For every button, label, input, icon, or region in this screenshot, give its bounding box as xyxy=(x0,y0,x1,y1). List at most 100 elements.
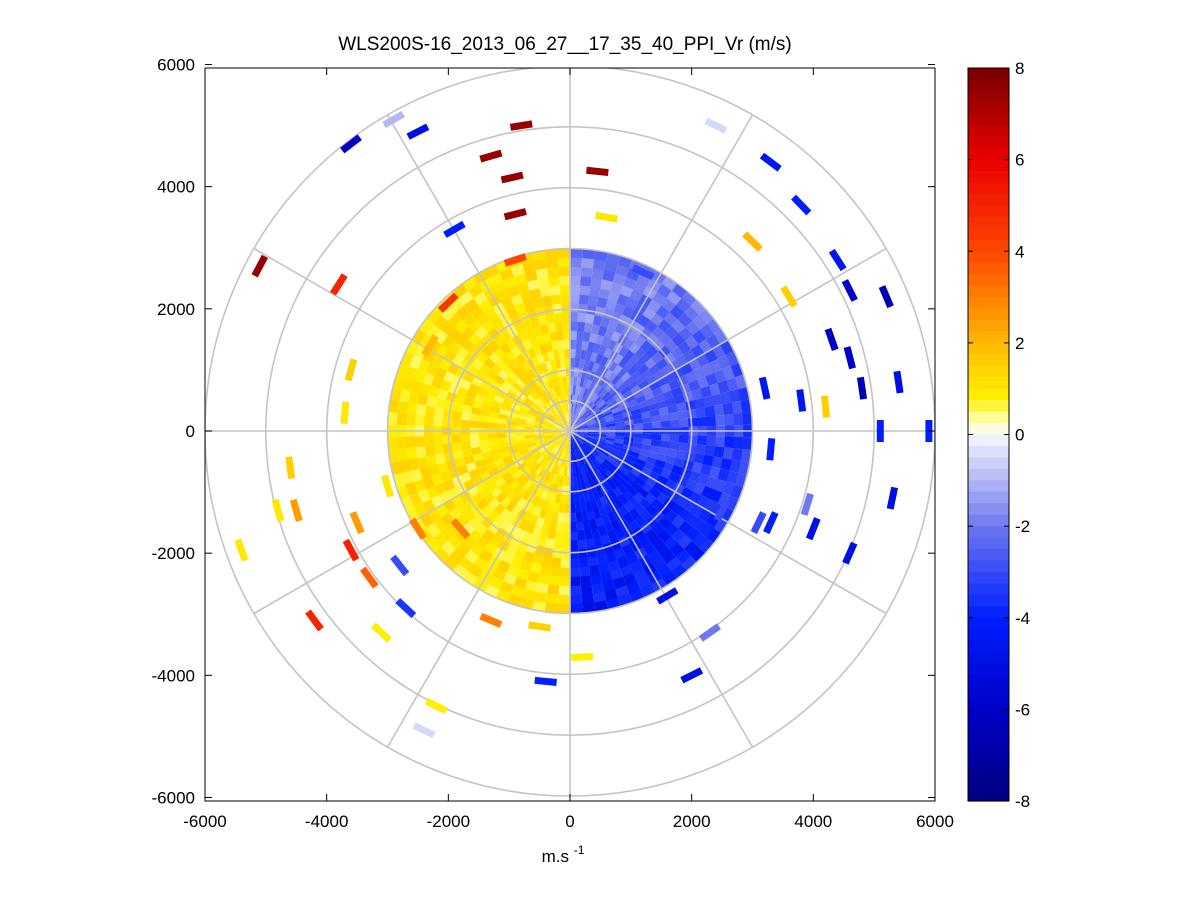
heatmap-cell xyxy=(528,391,539,401)
colorbar-swatch xyxy=(968,457,1009,470)
heatmap-cell xyxy=(518,374,529,386)
heatmap-cell xyxy=(557,385,563,396)
heatmap-cell xyxy=(708,466,722,480)
heatmap-cell xyxy=(532,376,541,387)
colorbar-swatch xyxy=(968,686,1009,699)
heatmap-cell xyxy=(581,339,590,351)
heatmap-cell xyxy=(434,453,446,465)
heatmap-cell xyxy=(587,294,599,306)
heatmap-cell xyxy=(514,394,525,404)
heatmap-cell xyxy=(587,509,596,521)
heatmap-cell xyxy=(590,406,600,415)
heatmap-cell xyxy=(685,335,700,350)
heatmap-cell xyxy=(432,532,448,548)
heatmap-cell xyxy=(555,436,564,444)
heatmap-cell xyxy=(603,442,615,449)
heatmap-cell xyxy=(573,375,578,386)
heatmap-cell xyxy=(627,471,639,483)
heatmap-cell xyxy=(497,413,508,420)
heatmap-cell xyxy=(528,447,539,455)
heatmap-cell xyxy=(487,467,499,477)
colorbar-swatch xyxy=(968,468,1009,481)
heatmap-cell xyxy=(556,447,563,457)
heatmap-cell xyxy=(540,393,549,403)
heatmap-cell xyxy=(455,542,471,558)
heatmap-cell xyxy=(473,556,488,571)
heatmap-cell xyxy=(473,291,488,306)
heatmap-cell xyxy=(570,503,576,514)
sparse-return xyxy=(412,722,436,739)
heatmap-cell xyxy=(570,512,577,523)
heatmap-cell xyxy=(440,335,455,350)
heatmap-cell xyxy=(505,419,517,426)
heatmap-cell xyxy=(602,472,612,484)
heatmap-cell xyxy=(523,456,534,466)
heatmap-cell xyxy=(704,405,716,417)
heatmap-cell xyxy=(553,539,563,551)
heatmap-cell xyxy=(425,537,442,554)
heatmap-cell xyxy=(577,484,584,495)
heatmap-cell xyxy=(475,312,490,327)
x-tick-label: 0 xyxy=(565,812,574,831)
heatmap-cell xyxy=(668,411,680,421)
heatmap-cell xyxy=(473,393,486,403)
heatmap-cell xyxy=(580,575,592,587)
heatmap-cell xyxy=(588,481,597,492)
heatmap-cell xyxy=(646,396,658,406)
heatmap-cell xyxy=(733,412,745,426)
heatmap-cell xyxy=(479,471,491,482)
heatmap-cell xyxy=(551,433,562,439)
heatmap-cell xyxy=(616,483,628,495)
heatmap-cell xyxy=(549,443,558,452)
heatmap-cell xyxy=(570,375,574,386)
heatmap-cell xyxy=(562,531,570,542)
heatmap-cell xyxy=(557,339,565,350)
heatmap-cell xyxy=(577,419,586,426)
heatmap-cell xyxy=(521,467,532,478)
heatmap-cell xyxy=(578,423,589,429)
heatmap-cell xyxy=(555,417,564,425)
heatmap-cell xyxy=(533,591,548,604)
heatmap-cell xyxy=(694,453,706,465)
heatmap-cell xyxy=(570,576,581,587)
heatmap-cell xyxy=(534,439,545,445)
heatmap-cell xyxy=(423,415,434,427)
heatmap-cell xyxy=(595,516,605,529)
heatmap-cell xyxy=(559,494,566,505)
heatmap-cell xyxy=(578,357,586,369)
heatmap-cell xyxy=(726,470,739,485)
heatmap-cell xyxy=(525,381,535,392)
heatmap-cell xyxy=(575,348,582,359)
heatmap-cell xyxy=(425,323,441,340)
colorbar-swatch xyxy=(968,445,1009,458)
heatmap-cell xyxy=(575,503,582,514)
heatmap-cell xyxy=(643,390,656,401)
heatmap-cell xyxy=(515,438,526,445)
heatmap-cell xyxy=(564,439,569,450)
heatmap-cell xyxy=(542,449,551,458)
heatmap-cell xyxy=(537,314,548,326)
heatmap-cell xyxy=(522,371,533,383)
heatmap-cell xyxy=(432,435,443,446)
colorbar-swatch xyxy=(968,205,1009,218)
heatmap-cell xyxy=(661,297,677,313)
heatmap-cell xyxy=(563,384,568,395)
heatmap-cell xyxy=(589,449,598,458)
heatmap-cell xyxy=(612,410,623,417)
heatmap-cell xyxy=(580,465,586,476)
heatmap-cell xyxy=(522,338,533,351)
heatmap-cell xyxy=(541,428,552,431)
heatmap-cell xyxy=(527,444,538,452)
heatmap-cell xyxy=(465,462,477,473)
heatmap-cell xyxy=(650,415,662,423)
heatmap-cell xyxy=(627,398,639,408)
heatmap-cell xyxy=(592,371,601,383)
heatmap-cell xyxy=(624,375,636,387)
heatmap-cell xyxy=(589,404,598,413)
colorbar-swatch xyxy=(968,365,1009,378)
heatmap-cell xyxy=(510,402,521,411)
heatmap-cell xyxy=(450,418,462,428)
heatmap-cell xyxy=(459,434,471,443)
colorbar-swatch xyxy=(968,171,1009,184)
heatmap-cell xyxy=(467,468,480,480)
